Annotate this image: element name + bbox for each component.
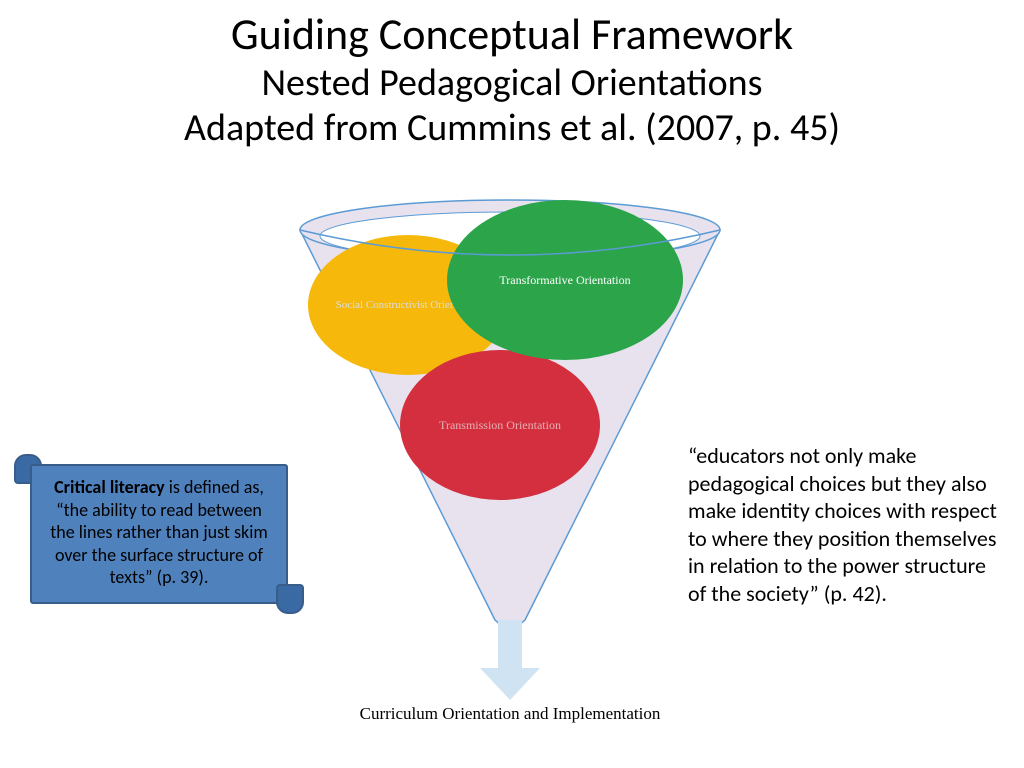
funnel-arrow: [480, 620, 540, 700]
funnel-diagram: Social Constructivist Orientation Transf…: [280, 190, 740, 630]
title-main: Guiding Conceptual Framework: [0, 8, 1024, 61]
ellipse-transformative: Transformative Orientation: [447, 200, 683, 360]
title-block: Guiding Conceptual Framework Nested Peda…: [0, 0, 1024, 152]
scroll-callout: Critical literacy is defined as, “the ab…: [14, 454, 304, 614]
scroll-curl-bottom: [276, 584, 304, 614]
title-sub2: Adapted from Cummins et al. (2007, p. 45…: [0, 106, 1024, 152]
ellipse-transmission: Transmission Orientation: [400, 350, 600, 500]
scroll-body: Critical literacy is defined as, “the ab…: [30, 464, 288, 604]
quote-text: “educators not only make pedagogical cho…: [688, 442, 1008, 607]
scroll-lead: Critical literacy: [54, 476, 165, 498]
title-sub1: Nested Pedagogical Orientations: [0, 61, 1024, 107]
funnel-bottom-label: Curriculum Orientation and Implementatio…: [310, 704, 710, 724]
ellipse-label-transmission: Transmission Orientation: [439, 418, 561, 433]
ellipse-label-transformative: Transformative Orientation: [499, 273, 630, 288]
